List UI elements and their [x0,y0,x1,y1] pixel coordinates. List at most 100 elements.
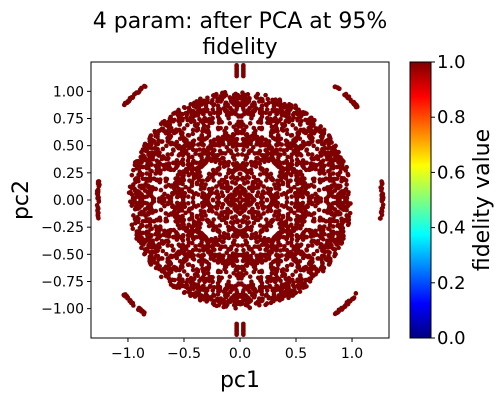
scatter-point [148,137,153,143]
scatter-point [142,141,148,147]
scatter-point [221,289,227,294]
scatter-point [281,124,287,129]
x-axis-ticks: −1.0 −0.5 0.0 0.5 1.0 [111,338,363,362]
scatter-point [144,224,150,229]
scatter-point [244,124,249,130]
scatter-point [234,258,240,264]
scatter-point [328,217,333,223]
scatter-point [296,201,302,207]
scatter-point [215,136,221,141]
scatter-point [158,168,163,173]
scatter-point [155,146,160,152]
scatter-point [169,243,175,249]
scatter-point [311,233,317,238]
scatter-point [247,226,253,231]
scatter-point [205,124,211,130]
scatter-point [320,151,325,156]
scatter-point [226,115,231,121]
scatter-point [207,110,213,116]
scatter-point [303,190,309,196]
scatter-point [268,300,274,306]
scatter-point [220,234,226,240]
scatter-point [191,113,196,119]
scatter-point [136,164,142,170]
scatter-point [295,208,301,213]
scatter-point [176,107,181,113]
scatter-point [205,199,211,204]
scatter-point [314,248,320,254]
scatter-point [161,155,167,160]
scatter-point [326,233,332,239]
scatter-point [289,194,295,199]
scatter-point [155,244,160,249]
scatter-point [284,253,289,258]
scatter-point [145,248,150,254]
scatter-point [235,130,241,136]
y-axis-ticks: 1.00 0.75 0.50 0.25 0.00 −0.25 −0.50 −0.75 −1.00 [41,84,91,318]
scatter-point [246,220,252,225]
scatter-point [219,139,224,145]
scatter-point [174,142,179,148]
scatter-point [309,228,314,234]
scatter-point [239,243,245,248]
scatter-point [127,184,133,190]
scatter-point [146,185,151,190]
scatter-point [311,178,317,184]
scatter-point [274,126,280,131]
scatter-point [162,191,167,197]
scatter-point [353,291,359,296]
scatter-point [168,261,174,267]
scatter-point [309,152,315,157]
scatter-point [261,153,267,158]
scatter-point [145,229,151,235]
scatter-point [224,108,230,114]
scatter-point [181,259,186,264]
scatter-point [231,124,236,130]
scatter-point [299,118,304,124]
scatter-point [161,240,167,245]
scatter-point [377,216,383,221]
scatter-point [237,183,243,189]
scatter-point [177,179,183,185]
scatter-point [336,211,341,217]
scatter-point [248,253,253,259]
y-tick-label: −0.50 [41,247,84,263]
scatter-point [281,292,286,297]
scatter-point [261,211,266,216]
scatter-point [241,208,247,213]
scatter-point [125,99,131,105]
scatter-point [247,274,253,279]
scatter-point [176,127,182,133]
scatter-point [280,168,285,174]
scatter-point [291,284,297,290]
scatter-point [303,264,309,270]
scatter-point [252,102,257,107]
scatter-point [304,147,310,152]
scatter-point [274,111,280,116]
scatter-point [267,110,273,116]
scatter-point [211,217,217,222]
scatter-point [243,163,249,168]
scatter-point [211,137,217,143]
scatter-point [233,214,238,219]
scatter-point [214,195,220,200]
scatter-point [201,117,207,122]
scatter-point [163,162,169,167]
scatter-point [298,279,304,285]
scatter-point [292,225,297,231]
scatter-point [253,106,259,111]
scatter-point [230,261,235,267]
scatter-point [214,184,219,189]
scatter-point [248,141,253,147]
scatter-point [151,152,156,158]
scatter-point [233,181,238,186]
colorbar-label: fidelity value [470,129,495,271]
scatter-point [275,102,280,107]
scatter-point [126,190,132,196]
scatter-point [301,165,307,171]
scatter-point [318,199,324,204]
scatter-point [278,147,283,152]
scatter-point [195,168,200,174]
scatter-point [160,119,165,125]
scatter-point [227,186,232,191]
